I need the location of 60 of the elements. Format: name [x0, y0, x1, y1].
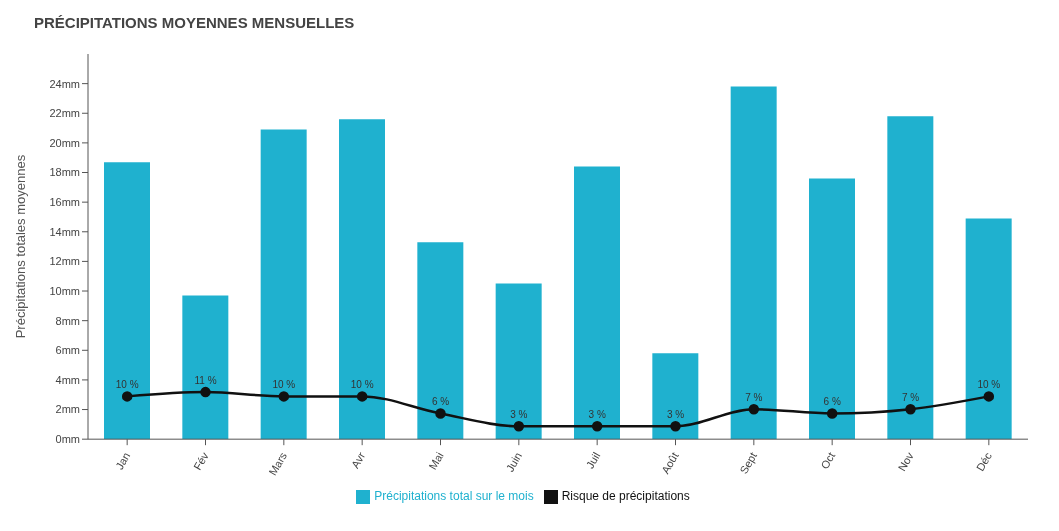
data-label: 10 %: [115, 379, 139, 391]
bar: [652, 353, 699, 440]
bar: [965, 218, 1012, 440]
y-tick-label: 8mm: [55, 314, 80, 327]
x-tick-label: Fév: [191, 449, 211, 473]
y-tick-label: 18mm: [49, 166, 80, 179]
data-label: 3 %: [666, 409, 685, 421]
data-label: 7 %: [901, 392, 920, 404]
point: [905, 403, 916, 415]
legend-label: Risque de précipitations: [561, 489, 690, 504]
data-label: 3 %: [510, 409, 528, 421]
point: [278, 391, 290, 402]
chart-title: PRÉCIPITATIONS MOYENNES MENSUELLES: [33, 13, 356, 33]
x-tick-label: Avr: [348, 449, 368, 471]
y-axis-title: Précipitations totales moyennes: [12, 154, 28, 339]
point: [983, 391, 995, 402]
data-label: 10 %: [977, 379, 1001, 391]
point: [748, 403, 760, 415]
data-label: 11 %: [194, 375, 217, 387]
y-tick-label: 24mm: [49, 77, 80, 90]
y-tick-label: 2mm: [55, 403, 80, 416]
y-tick-label: 20mm: [49, 136, 80, 149]
bar: [339, 119, 385, 440]
x-tick-label: Jan: [113, 450, 133, 472]
point: [591, 421, 603, 432]
bar: [495, 283, 542, 440]
bar: [417, 242, 464, 440]
point: [121, 391, 133, 402]
point: [670, 421, 681, 432]
data-label: 10 %: [272, 379, 296, 391]
data-label: 3 %: [588, 409, 606, 421]
x-tick-label: Juil: [583, 450, 603, 471]
y-tick-label: 14mm: [49, 225, 80, 238]
x-tick-label: Oct: [818, 450, 838, 471]
y-tick-label: 4mm: [55, 373, 80, 386]
point: [435, 408, 446, 419]
data-label: 6 %: [823, 396, 841, 408]
point: [356, 391, 368, 402]
bar: [887, 116, 934, 440]
point: [826, 408, 838, 419]
bar: [809, 178, 855, 440]
bar: [104, 162, 150, 440]
point: [513, 421, 525, 432]
y-tick-label: 16mm: [49, 196, 80, 209]
point: [200, 386, 211, 398]
bar: [260, 129, 307, 440]
data-label: 6 %: [431, 396, 450, 408]
bar: [574, 166, 620, 440]
y-tick-label: 12mm: [49, 255, 80, 268]
x-tick-label: Déc: [973, 449, 995, 474]
bar: [730, 86, 777, 440]
y-tick-label: 0mm: [55, 433, 80, 446]
data-label: 10 %: [350, 379, 374, 391]
y-tick-label: 10mm: [49, 284, 80, 297]
legend-label: Précipitations total sur le mois: [374, 489, 534, 504]
y-tick-label: 22mm: [49, 107, 80, 120]
y-tick-label: 6mm: [55, 344, 80, 357]
x-tick-label: Mai: [426, 450, 446, 472]
data-label: 7 %: [745, 392, 763, 404]
bar: [182, 295, 229, 440]
